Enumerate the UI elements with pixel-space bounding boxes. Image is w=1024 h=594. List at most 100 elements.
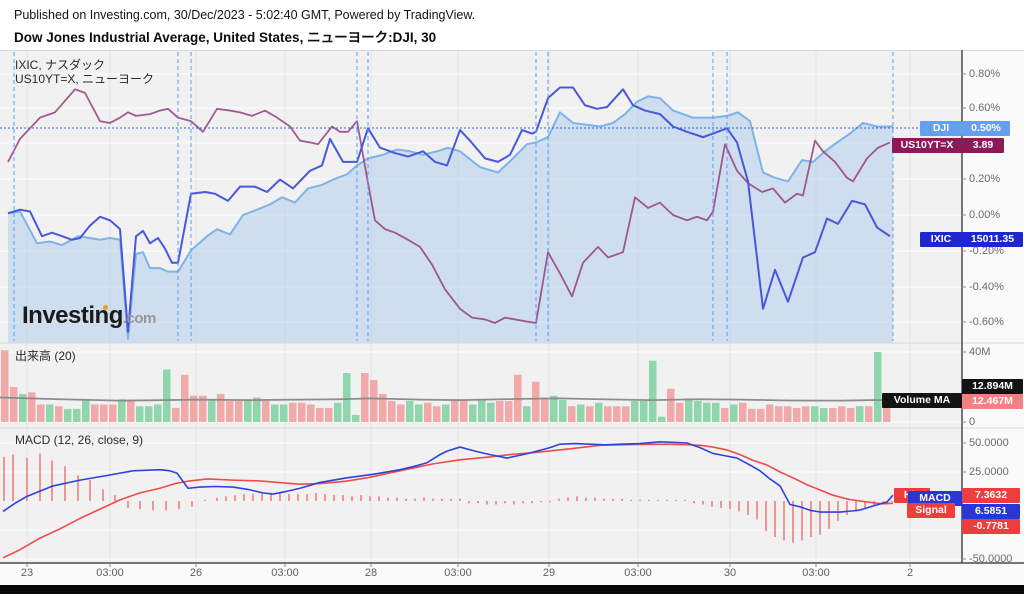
legend-us10yt[interactable]: US10YT=X, ニューヨーク <box>15 72 155 86</box>
volume-bar[interactable] <box>388 401 396 422</box>
volume-bar[interactable] <box>523 406 531 422</box>
volume-bar[interactable] <box>244 399 252 422</box>
volume-bar[interactable] <box>325 408 333 422</box>
volume-bar[interactable] <box>289 402 297 422</box>
volume-bar[interactable] <box>685 398 693 422</box>
time-axis-label[interactable]: 03:00 <box>802 567 830 579</box>
volume-bar[interactable] <box>613 406 621 422</box>
legend-ixic[interactable]: IXIC, ナスダック <box>15 58 106 72</box>
volume-bar[interactable] <box>469 404 477 423</box>
volume-bar[interactable] <box>145 406 153 422</box>
volume-bar[interactable] <box>424 402 432 422</box>
volume-bar[interactable] <box>442 404 450 423</box>
volume-bar[interactable] <box>748 408 756 422</box>
volume-bar[interactable] <box>100 404 108 423</box>
volume-bar[interactable] <box>208 399 216 422</box>
volume-bar[interactable] <box>298 402 306 422</box>
macd-panel-title[interactable]: MACD (12, 26, close, 9) <box>15 433 144 447</box>
volume-bar[interactable] <box>163 369 171 423</box>
macd-line[interactable] <box>2 441 894 513</box>
volume-bar[interactable] <box>37 404 45 423</box>
volume-bar[interactable] <box>280 404 288 423</box>
volume-bar[interactable] <box>847 408 855 422</box>
x-axis-strip[interactable] <box>0 563 1024 585</box>
volume-bar[interactable] <box>640 401 648 422</box>
volume-bar[interactable] <box>631 401 639 422</box>
time-axis-label[interactable]: 29 <box>542 567 556 579</box>
time-axis-label[interactable]: 2 <box>906 567 914 579</box>
volume-bar[interactable] <box>829 408 837 422</box>
volume-bar[interactable] <box>271 404 279 423</box>
volume-bar[interactable] <box>415 404 423 423</box>
volume-bar[interactable] <box>28 392 36 422</box>
time-axis-label[interactable]: 26 <box>189 567 203 579</box>
volume-bar[interactable] <box>505 401 513 422</box>
volume-bar[interactable] <box>217 394 225 422</box>
volume-bar[interactable] <box>343 373 351 422</box>
volume-bar[interactable] <box>667 388 675 422</box>
volume-bar[interactable] <box>874 352 882 422</box>
volume-bar[interactable] <box>595 402 603 422</box>
volume-bar[interactable] <box>856 406 864 422</box>
volume-bar[interactable] <box>46 404 54 423</box>
volume-bar[interactable] <box>496 401 504 422</box>
volume-bar[interactable] <box>118 399 126 422</box>
volume-ma-line[interactable] <box>0 396 894 402</box>
volume-bar[interactable] <box>433 406 441 422</box>
volume-bar[interactable] <box>316 408 324 422</box>
volume-bar[interactable] <box>307 404 315 423</box>
us10yt-line[interactable] <box>7 88 891 324</box>
volume-bar[interactable] <box>721 408 729 422</box>
volume-bar[interactable] <box>451 399 459 422</box>
volume-bar[interactable] <box>253 397 261 423</box>
volume-bar[interactable] <box>91 404 99 423</box>
volume-bar[interactable] <box>757 408 765 422</box>
volume-bar[interactable] <box>199 395 207 422</box>
volume-bar[interactable] <box>406 401 414 422</box>
volume-bar[interactable] <box>766 404 774 423</box>
volume-bar[interactable] <box>883 399 891 422</box>
time-axis-label[interactable]: 28 <box>364 567 378 579</box>
volume-bar[interactable] <box>586 406 594 422</box>
volume-bar[interactable] <box>865 406 873 422</box>
volume-bar[interactable] <box>64 408 72 422</box>
volume-bar[interactable] <box>550 395 558 422</box>
volume-bar[interactable] <box>802 406 810 422</box>
time-axis-label[interactable]: 03:00 <box>96 567 124 579</box>
volume-bar[interactable] <box>127 401 135 422</box>
volume-bar[interactable] <box>190 395 198 422</box>
volume-bar[interactable] <box>739 402 747 422</box>
volume-bar[interactable] <box>541 397 549 423</box>
macd-signal-line[interactable] <box>2 443 894 559</box>
volume-bar[interactable] <box>334 402 342 422</box>
volume-bar[interactable] <box>109 404 117 423</box>
volume-bar[interactable] <box>676 402 684 422</box>
time-axis-label[interactable]: 23 <box>20 567 34 579</box>
volume-bar[interactable] <box>55 406 63 422</box>
dji-line[interactable] <box>7 95 893 340</box>
volume-bar[interactable] <box>181 374 189 422</box>
time-axis-label[interactable]: 03:00 <box>271 567 299 579</box>
volume-bar[interactable] <box>604 406 612 422</box>
volume-bar[interactable] <box>226 401 234 422</box>
volume-bar[interactable] <box>154 404 162 423</box>
volume-bar[interactable] <box>397 404 405 423</box>
volume-bar[interactable] <box>352 415 360 422</box>
volume-bar[interactable] <box>568 406 576 422</box>
volume-bar[interactable] <box>19 394 27 422</box>
volume-bar[interactable] <box>10 387 18 422</box>
volume-bar[interactable] <box>379 394 387 422</box>
volume-bar[interactable] <box>262 401 270 422</box>
volume-bar[interactable] <box>559 399 567 422</box>
volume-bar[interactable] <box>1 350 9 422</box>
volume-bar[interactable] <box>460 399 468 422</box>
volume-bar[interactable] <box>730 404 738 423</box>
volume-bar[interactable] <box>235 401 243 422</box>
volume-bar[interactable] <box>703 402 711 422</box>
chart-canvas[interactable] <box>0 50 1024 585</box>
volume-bar[interactable] <box>361 373 369 422</box>
volume-bar[interactable] <box>658 416 666 422</box>
volume-bar[interactable] <box>784 406 792 422</box>
volume-bar[interactable] <box>775 406 783 422</box>
volume-bar[interactable] <box>172 408 180 422</box>
